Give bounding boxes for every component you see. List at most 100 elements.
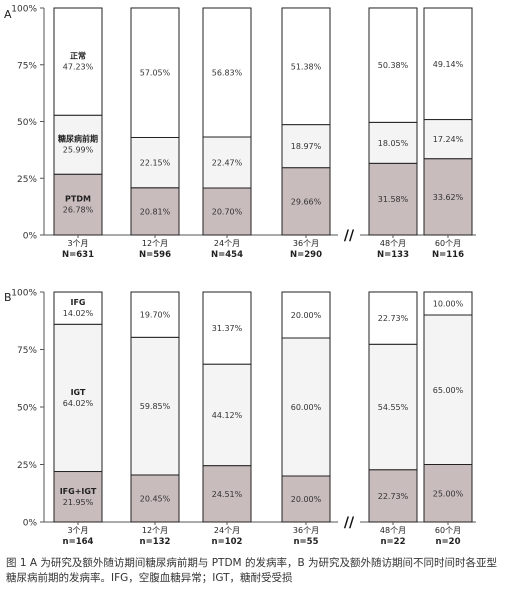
data-label: 57.05% — [140, 69, 171, 78]
x-tick-label: 24个月 — [214, 526, 240, 535]
data-label: 20.45% — [140, 494, 171, 503]
data-label: 22.73% — [378, 492, 409, 501]
y-tick-label: 75% — [17, 346, 37, 356]
bar-segment — [53, 471, 103, 523]
bar-segment — [202, 187, 252, 236]
data-label: 51.38% — [291, 62, 322, 71]
sample-size-label: n=22 — [380, 537, 405, 545]
x-tick-label: 60个月 — [435, 526, 461, 535]
bar-segment — [368, 121, 418, 164]
bar-segment — [202, 291, 252, 365]
series-label: 糖尿病前期 — [58, 134, 98, 144]
series-label: IFG — [70, 298, 85, 307]
bar-segment — [423, 314, 473, 465]
bar-segment — [423, 291, 473, 316]
x-tick-label: 12个月 — [142, 526, 168, 535]
series-label: IFG+IGT — [60, 487, 97, 496]
bar-segment — [130, 474, 180, 523]
data-label: 14.02% — [63, 309, 94, 318]
x-tick-label: 48个月 — [380, 526, 406, 535]
bar-segment — [53, 291, 103, 325]
data-label: 60.00% — [291, 403, 322, 412]
data-label: 25.99% — [63, 146, 94, 155]
y-tick-label: 50% — [17, 118, 37, 128]
data-label: 10.00% — [433, 300, 464, 309]
data-label: 64.02% — [63, 399, 94, 408]
data-label: 22.73% — [378, 314, 409, 323]
data-label: 18.05% — [378, 139, 409, 148]
series-label: 正常 — [70, 51, 86, 61]
sample-size-label: n=20 — [435, 537, 460, 545]
data-label: 44.12% — [212, 411, 243, 420]
bar-segment — [281, 124, 331, 169]
bar-segment — [423, 7, 473, 121]
x-tick-label: 36个月 — [293, 526, 319, 535]
data-label: 56.83% — [212, 69, 243, 78]
bar-segment — [368, 7, 418, 123]
x-tick-label: 24个月 — [214, 239, 240, 248]
data-label: 54.55% — [378, 403, 409, 412]
data-label: 65.00% — [433, 386, 464, 395]
bar-segment — [281, 7, 331, 126]
bar-segment — [281, 167, 331, 236]
bar-segment — [202, 465, 252, 523]
data-label: 20.00% — [291, 495, 322, 504]
data-label: 20.00% — [291, 311, 322, 320]
data-label: 24.51% — [212, 490, 243, 499]
bar-segment — [368, 469, 418, 523]
series-label: IGT — [71, 388, 86, 397]
sample-size-label: N=631 — [62, 250, 94, 260]
sample-size-label: N=133 — [377, 250, 409, 260]
bar-segment — [368, 291, 418, 345]
data-label: 33.62% — [433, 193, 464, 202]
bar-segment — [130, 291, 180, 338]
sample-size-label: n=164 — [63, 537, 94, 545]
stacked-bar-figure: A 0% 25% 50% 75% 100% PTDM 26.78% 糖尿病前期 25.99% 正常 4… — [4, 5, 476, 545]
x-tick-label: 12个月 — [142, 239, 168, 248]
y-tick-label: 0% — [23, 232, 38, 242]
sample-size-label: N=454 — [211, 250, 243, 260]
x-tick-label: 36个月 — [293, 239, 319, 248]
bar-segment — [423, 158, 473, 236]
data-label: 20.81% — [140, 207, 171, 216]
bar-segment — [368, 162, 418, 236]
data-label: 20.70% — [212, 208, 243, 217]
sample-size-label: n=102 — [212, 537, 243, 545]
bar-segment — [423, 119, 473, 160]
sample-size-label: n=55 — [293, 537, 318, 545]
bar-segment — [281, 291, 331, 339]
data-label: 19.70% — [140, 311, 171, 320]
y-tick-label: 50% — [17, 404, 37, 414]
sample-size-label: N=290 — [290, 250, 322, 260]
x-tick-label: 3个月 — [67, 239, 88, 248]
data-label: 29.66% — [291, 197, 322, 206]
panel-label-a: A — [4, 8, 12, 21]
data-label: 31.58% — [378, 195, 409, 204]
y-tick-label: 100% — [11, 289, 37, 299]
x-tick-label: 3个月 — [67, 526, 88, 535]
data-label: 50.38% — [378, 61, 409, 70]
data-label: 47.23% — [63, 63, 94, 72]
data-label: 49.14% — [433, 60, 464, 69]
axis-break-marker: // — [344, 515, 355, 531]
axis-break-marker: // — [344, 228, 355, 244]
x-tick-label: 48个月 — [380, 239, 406, 248]
y-tick-label: 25% — [17, 175, 37, 185]
bar-segment — [53, 323, 103, 473]
y-tick-label: 0% — [23, 519, 38, 529]
data-label: 22.47% — [212, 159, 243, 168]
bar-segment — [53, 173, 103, 236]
bar-segment — [202, 7, 252, 138]
data-label: 25.00% — [433, 489, 464, 498]
bar-segment — [130, 336, 180, 476]
sample-size-label: n=132 — [140, 537, 171, 545]
y-tick-label: 100% — [11, 5, 37, 15]
y-tick-label: 25% — [17, 461, 37, 471]
data-label: 26.78% — [63, 206, 94, 215]
bar-segment — [281, 337, 331, 477]
data-label: 17.24% — [433, 135, 464, 144]
series-label: PTDM — [65, 195, 91, 204]
figure-caption: 图 1 A 为研究及额外随访期间糖尿病前期与 PTDM 的发病率，B 为研究及额… — [6, 557, 497, 584]
bar-segment — [130, 7, 180, 138]
bar-segment — [368, 343, 418, 471]
